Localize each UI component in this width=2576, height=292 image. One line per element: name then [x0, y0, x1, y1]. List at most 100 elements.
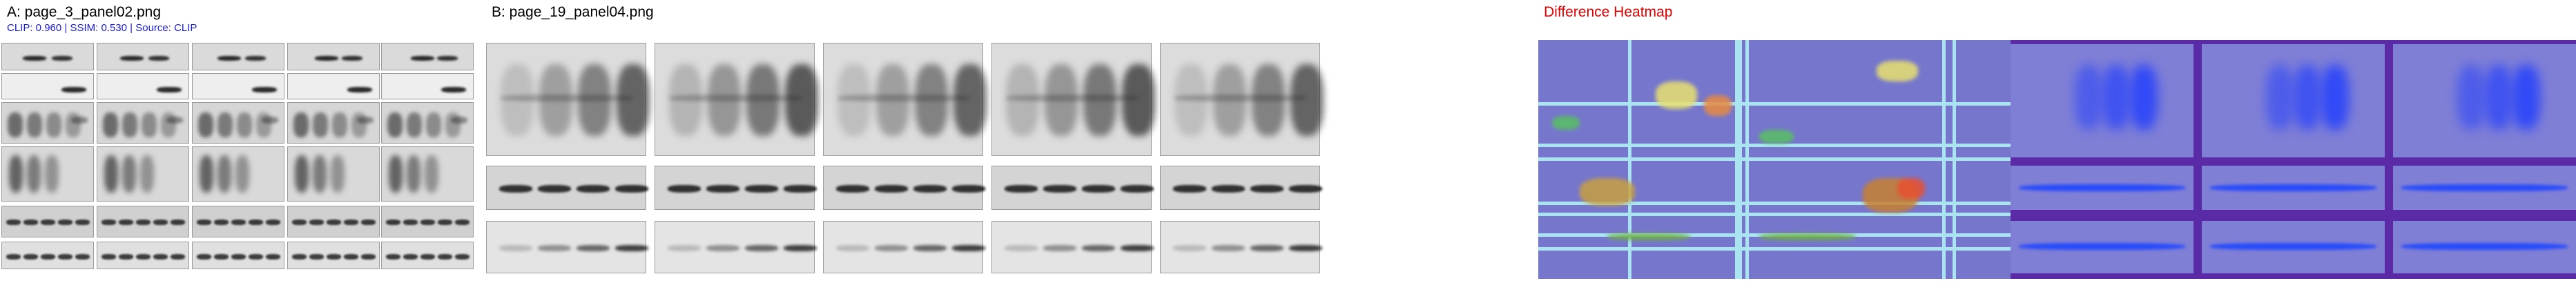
blot-band [837, 94, 970, 101]
blot-band [136, 220, 151, 226]
blot-band [386, 220, 400, 226]
heatmap-right-region [2011, 40, 2576, 279]
blot-band [104, 155, 118, 193]
blot-band [455, 220, 469, 226]
panel-b-blot [1160, 43, 1324, 156]
blot-band [235, 155, 249, 193]
panel-b-blot [1160, 221, 1322, 273]
blot-band [23, 253, 38, 260]
blot-band [166, 117, 183, 124]
blot-band [332, 113, 347, 137]
blot-band [198, 113, 213, 137]
panel-a-blot [192, 102, 284, 144]
heatmap-subpanel [2011, 221, 2194, 273]
blot-band [1174, 94, 1307, 101]
heat-hotspot [1759, 130, 1794, 144]
panel-c-title: Difference Heatmap [1544, 4, 1673, 20]
blot-band [669, 64, 702, 136]
heat-blob [2512, 65, 2540, 130]
blot-band [1212, 245, 1245, 252]
heat-blob [2129, 65, 2158, 130]
blot-band [140, 155, 154, 193]
panel-a-blot [97, 102, 189, 144]
blot-band [1006, 94, 1139, 101]
heatmap-subpanel [2011, 44, 2194, 157]
heat-hotspot [1897, 178, 1925, 199]
blot-band [101, 253, 116, 260]
blot-band [389, 155, 403, 193]
blot-band [153, 220, 168, 226]
blot-band [1121, 184, 1154, 193]
blot-band [103, 113, 118, 137]
blot-band [875, 245, 908, 252]
panel-b-blot [991, 43, 1155, 156]
blot-band [266, 220, 280, 226]
panel-b-blot [486, 166, 648, 210]
heat-blob [2293, 65, 2321, 130]
blot-band [331, 155, 345, 193]
panel-a-blot [192, 242, 284, 269]
panel-a-blot [381, 73, 474, 99]
blot-band [876, 64, 909, 136]
panel-b-blot [486, 43, 650, 156]
blot-band [539, 64, 572, 136]
panel-a-blot [381, 102, 474, 144]
blot-band [266, 253, 280, 260]
blot-band [784, 245, 817, 252]
blot-band [952, 184, 985, 193]
heat-hotspot [1607, 233, 1690, 240]
blot-band [1043, 184, 1076, 193]
panel-b-blot [655, 166, 817, 210]
blot-band [915, 64, 948, 136]
blot-band [1250, 184, 1284, 193]
blot-band [161, 113, 176, 137]
blot-band [437, 56, 458, 61]
heat-line [2401, 242, 2568, 250]
panel-a-blot [1, 73, 94, 99]
blot-band [313, 113, 328, 137]
panel-b-title: B: page_19_panel04.png [492, 4, 654, 20]
blot-band [61, 87, 86, 93]
blot-band [578, 64, 611, 136]
blot-band [425, 155, 438, 193]
blot-band [171, 253, 185, 260]
panel-a-blot [1, 146, 94, 202]
heat-blob [2102, 65, 2130, 130]
panel-a-blot [287, 242, 380, 269]
blot-band [9, 155, 23, 193]
blot-band [746, 64, 779, 136]
blot-band [455, 253, 469, 260]
blot-band [122, 155, 136, 193]
heat-blob [2321, 65, 2349, 130]
blot-band [327, 220, 341, 226]
blot-band [119, 253, 133, 260]
blot-band [913, 184, 947, 193]
blot-band [237, 113, 252, 137]
blot-band [309, 253, 324, 260]
blot-band [617, 64, 650, 136]
blot-band [1045, 64, 1078, 136]
heat-line [2019, 184, 2185, 191]
blot-band [669, 94, 802, 101]
blot-band [157, 87, 182, 93]
blot-band [357, 117, 374, 124]
blot-band [347, 87, 372, 93]
heatmap-subpanel [2393, 221, 2576, 273]
blot-band [499, 184, 532, 193]
blot-band [420, 253, 435, 260]
blot-band [52, 56, 72, 61]
panel-a-blot [381, 206, 474, 237]
blot-band [1122, 64, 1155, 136]
panel-a-metrics: CLIP: 0.960 | SSIM: 0.530 | Source: CLIP [7, 22, 197, 34]
blot-band [577, 245, 610, 252]
panel-a-blot [97, 73, 189, 99]
blot-band [45, 155, 59, 193]
heat-grid-line [1538, 213, 2011, 216]
heat-hotspot [1580, 178, 1635, 206]
heat-blob [2484, 65, 2512, 130]
heat-blob [2265, 65, 2294, 130]
blot-band [197, 220, 211, 226]
heat-grid-line [1538, 144, 2011, 147]
blot-band [501, 64, 534, 136]
blot-band [293, 113, 309, 137]
